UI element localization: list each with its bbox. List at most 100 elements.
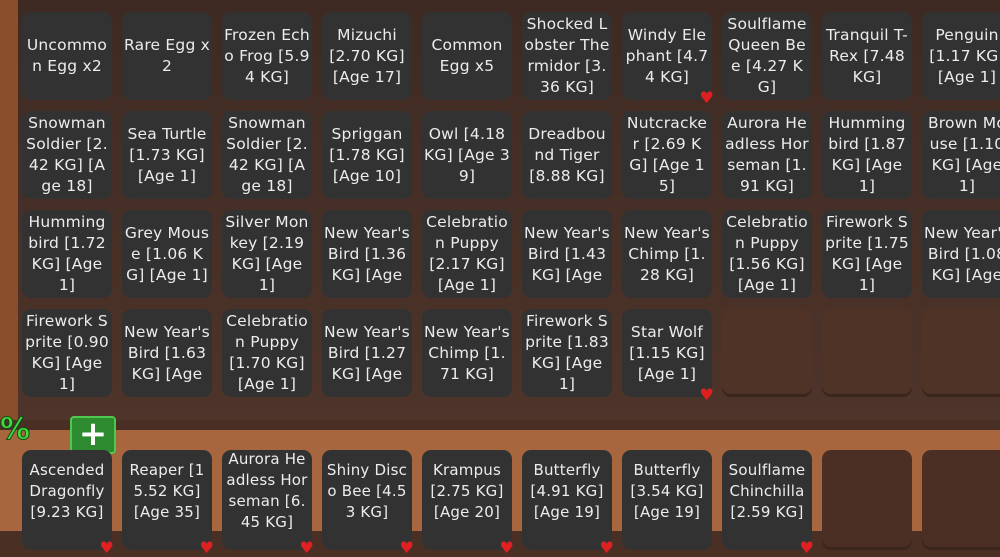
inventory-item[interactable]: Penguin [1.17 KG] [Age 1] <box>922 12 1000 100</box>
inventory-item[interactable]: Firework Sprite [0.90 KG] [Age 1] <box>22 309 112 397</box>
favorite-heart-icon: ♥ <box>799 538 814 557</box>
item-label: Shocked Lobster Thermidor [3.36 KG] <box>524 15 610 96</box>
item-label: Grey Mouse [1.06 KG] [Age 1] <box>124 223 210 284</box>
inventory-item[interactable]: Grey Mouse [1.06 KG] [Age 1] <box>122 210 212 298</box>
inventory-item[interactable]: New Year's Bird [1.63 KG] [Age <box>122 309 212 397</box>
favorite-heart-icon: ♥ <box>499 538 514 557</box>
inventory-item[interactable]: Nutcracker [2.69 KG] [Age 15] <box>622 111 712 199</box>
favorite-heart-icon: ♥ <box>699 88 714 107</box>
item-label: Soulflame Queen Bee [4.27 KG] <box>727 15 807 96</box>
hotbar: Ascended Dragonfly [9.23 KG] ♥ Reaper [15.… <box>22 450 1000 556</box>
inventory-item[interactable]: Firework Sprite [1.83 KG] [Age 1] <box>522 309 612 397</box>
item-label: Firework Sprite [0.90 KG] [Age 1] <box>25 312 109 393</box>
item-label: Soulflame Chinchilla [2.59 KG] <box>728 460 806 521</box>
item-label: Snowman Soldier [2.42 KG] [Age 18] <box>226 114 308 195</box>
item-label: New Year's Bird [1.08 KG] [Age <box>924 223 1000 284</box>
item-label: Aurora Headless Horseman [6.45 KG] <box>226 450 308 531</box>
inventory-item[interactable]: Ascended Dragonfly [9.23 KG] ♥ <box>22 450 114 556</box>
item-label: Penguin [1.17 KG] [Age 1] <box>929 25 1000 86</box>
favorite-heart-icon: ♥ <box>299 538 314 557</box>
item-label: Aurora Headless Horseman [1.91 KG] <box>725 114 809 195</box>
item-label: Rare Egg x2 <box>124 36 210 75</box>
inventory-item[interactable]: Krampus [2.75 KG] [Age 20] ♥ <box>422 450 514 556</box>
item-label: Firework Sprite [1.83 KG] [Age 1] <box>525 312 609 393</box>
inventory-item[interactable]: Uncommon Egg x2 <box>22 12 112 100</box>
item-label: Sea Turtle [1.73 KG] [Age 1] <box>127 124 207 185</box>
inventory-item[interactable]: Frozen Echo Frog [5.94 KG] <box>222 12 312 100</box>
inventory-item[interactable]: Celebration Puppy [2.17 KG] [Age 1] <box>422 210 512 298</box>
inventory-item[interactable]: Dreadbound Tiger [8.88 KG] <box>522 111 612 199</box>
inventory-item[interactable]: Soulflame Chinchilla [2.59 KG] ♥ <box>722 450 814 556</box>
inventory-item[interactable]: Firework Sprite [1.75 KG] [Age 1] <box>822 210 912 298</box>
inventory-item[interactable]: Celebration Puppy [1.70 KG] [Age 1] <box>222 309 312 397</box>
item-label: Butterfly [3.54 KG] [Age 19] <box>630 460 704 521</box>
item-label: Firework Sprite [1.75 KG] [Age 1] <box>825 213 909 294</box>
favorite-heart-icon: ♥ <box>699 385 714 404</box>
item-label: Silver Monkey [2.19 KG] [Age 1] <box>225 213 309 294</box>
item-label: New Year's Chimp [1.71 KG] <box>424 322 510 383</box>
inventory-item[interactable]: Butterfly [4.91 KG] [Age 19] ♥ <box>522 450 614 556</box>
empty-slot[interactable] <box>922 309 1000 397</box>
inventory-item[interactable]: New Year's Bird [1.43 KG] [Age <box>522 210 612 298</box>
inventory-item[interactable]: Hummingbird [1.72 KG] [Age 1] <box>22 210 112 298</box>
item-label: Common Egg x5 <box>431 36 503 75</box>
favorite-heart-icon: ♥ <box>199 538 214 557</box>
inventory-item[interactable]: Spriggan [1.78 KG] [Age 10] <box>322 111 412 199</box>
inventory-item[interactable]: Silver Monkey [2.19 KG] [Age 1] <box>222 210 312 298</box>
inventory-item[interactable]: Celebration Puppy [1.56 KG] [Age 1] <box>722 210 812 298</box>
item-label: Spriggan [1.78 KG] [Age 10] <box>329 124 405 185</box>
empty-slot[interactable] <box>922 450 1000 550</box>
item-label: New Year's Chimp [1.28 KG] <box>624 223 710 284</box>
item-label: Tranquil T-Rex [7.48 KG] <box>826 25 908 86</box>
inventory-item[interactable]: Hummingbird [1.87 KG] [Age 1] <box>822 111 912 199</box>
inventory-item[interactable]: New Year's Bird [1.08 KG] [Age <box>922 210 1000 298</box>
inventory-item[interactable]: New Year's Bird [1.27 KG] [Age <box>322 309 412 397</box>
item-label: Nutcracker [2.69 KG] [Age 15] <box>626 114 708 195</box>
inventory-item[interactable]: Butterfly [3.54 KG] [Age 19] <box>622 450 712 550</box>
item-label: Star Wolf [1.15 KG] [Age 1] <box>629 322 705 383</box>
item-label: Brown Mouse [1.10 KG] [Age 1] <box>927 114 1000 195</box>
item-label: Shiny Disco Bee [4.53 KG] <box>326 460 408 521</box>
inventory-item[interactable]: New Year's Chimp [1.28 KG] <box>622 210 712 298</box>
inventory-item[interactable]: Aurora Headless Horseman [6.45 KG] ♥ <box>222 450 314 556</box>
empty-slot[interactable] <box>722 309 812 397</box>
item-label: Uncommon Egg x2 <box>26 36 108 75</box>
item-label: Ascended Dragonfly [9.23 KG] <box>29 460 105 521</box>
item-label: Butterfly [4.91 KG] [Age 19] <box>530 460 604 521</box>
inventory-item[interactable]: Common Egg x5 <box>422 12 512 100</box>
inventory-item[interactable]: Soulflame Queen Bee [4.27 KG] <box>722 12 812 100</box>
inventory-item[interactable]: Mizuchi [2.70 KG] [Age 17] <box>322 12 412 100</box>
inventory-item[interactable]: Rare Egg x2 <box>122 12 212 100</box>
inventory-item[interactable]: New Year's Bird [1.36 KG] [Age <box>322 210 412 298</box>
item-label: Owl [4.18 KG] [Age 39] <box>424 124 510 185</box>
percent-indicator: % <box>0 412 31 448</box>
item-label: Dreadbound Tiger [8.88 KG] <box>528 124 606 185</box>
inventory-item[interactable]: Star Wolf [1.15 KG] [Age 1] ♥ <box>622 309 714 403</box>
item-label: Hummingbird [1.72 KG] [Age 1] <box>28 213 106 294</box>
inventory-item[interactable]: Shocked Lobster Thermidor [3.36 KG] <box>522 12 612 100</box>
inventory-item[interactable]: Shiny Disco Bee [4.53 KG] ♥ <box>322 450 414 556</box>
item-label: New Year's Bird [1.63 KG] [Age <box>124 322 210 383</box>
inventory-item[interactable]: Snowman Soldier [2.42 KG] [Age 18] <box>222 111 312 199</box>
item-label: Reaper [15.52 KG] [Age 35] <box>129 460 205 521</box>
frame-edge <box>0 0 18 420</box>
inventory-item[interactable]: Brown Mouse [1.10 KG] [Age 1] <box>922 111 1000 199</box>
favorite-heart-icon: ♥ <box>599 538 614 557</box>
item-label: New Year's Bird [1.36 KG] [Age <box>324 223 410 284</box>
inventory-item[interactable]: Reaper [15.52 KG] [Age 35] ♥ <box>122 450 214 556</box>
inventory-item[interactable]: Windy Elephant [4.74 KG] ♥ <box>622 12 714 106</box>
inventory-item[interactable]: Sea Turtle [1.73 KG] [Age 1] <box>122 111 212 199</box>
add-button[interactable]: + <box>70 416 116 454</box>
item-label: Krampus [2.75 KG] [Age 20] <box>430 460 504 521</box>
inventory-item[interactable]: Tranquil T-Rex [7.48 KG] <box>822 12 912 100</box>
empty-slot[interactable] <box>822 450 912 550</box>
item-label: Hummingbird [1.87 KG] [Age 1] <box>828 114 906 195</box>
inventory-item[interactable]: Aurora Headless Horseman [1.91 KG] <box>722 111 812 199</box>
item-label: Celebration Puppy [1.70 KG] [Age 1] <box>226 312 308 393</box>
inventory-item[interactable]: Snowman Soldier [2.42 KG] [Age 18] <box>22 111 112 199</box>
item-label: New Year's Bird [1.27 KG] [Age <box>324 322 410 383</box>
empty-slot[interactable] <box>822 309 912 397</box>
inventory-item[interactable]: Owl [4.18 KG] [Age 39] <box>422 111 512 199</box>
item-label: Mizuchi [2.70 KG] [Age 17] <box>329 25 405 86</box>
inventory-item[interactable]: New Year's Chimp [1.71 KG] <box>422 309 512 397</box>
